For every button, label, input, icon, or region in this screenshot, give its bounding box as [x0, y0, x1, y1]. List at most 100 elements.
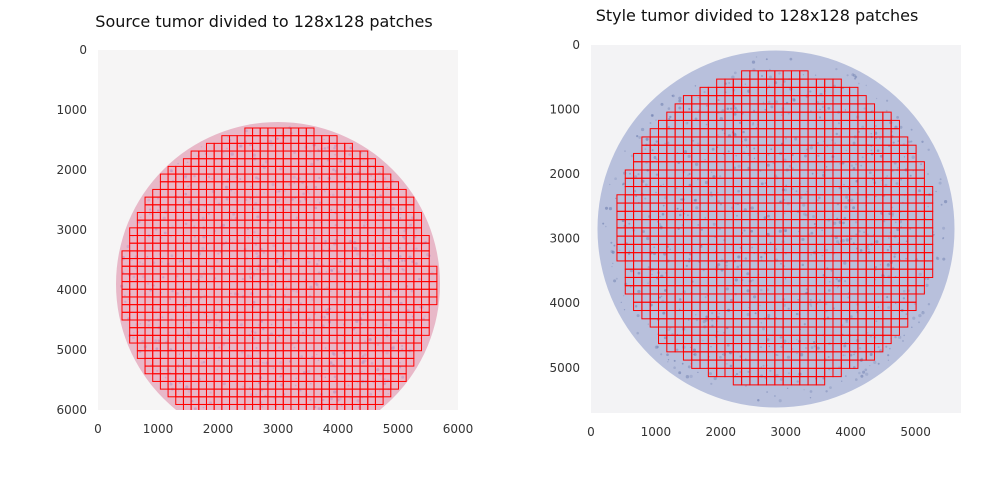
tissue-speckle [384, 228, 387, 231]
tissue-speckle [191, 400, 194, 403]
tissue-speckle [294, 322, 297, 325]
tissue-speckle [315, 283, 319, 287]
tissue-speckle [746, 312, 750, 317]
tissue-speckle [629, 268, 634, 273]
tissue-speckle [258, 352, 261, 354]
tissue-speckle [339, 260, 342, 263]
tissue-speckle [813, 345, 816, 348]
tissue-speckle [662, 311, 666, 315]
tissue-speckle [666, 353, 669, 357]
tissue-speckle [667, 359, 670, 361]
tissue-speckle [252, 153, 256, 157]
tissue-speckle [393, 329, 397, 333]
tissue-speckle [887, 359, 890, 361]
tissue-speckle [322, 398, 325, 402]
tissue-speckle [932, 233, 935, 236]
tissue-speckle [905, 240, 908, 243]
tissue-speckle [863, 107, 866, 110]
tissue-speckle [385, 351, 389, 355]
tissue-speckle [376, 368, 380, 372]
tissue-speckle [767, 153, 770, 156]
tissue-speckle [257, 177, 260, 180]
tissue-speckle [354, 199, 357, 202]
tissue-speckle [704, 296, 707, 299]
tissue-speckle [899, 125, 903, 129]
tissue-speckle [762, 101, 765, 104]
tissue-speckle [315, 431, 317, 433]
tissue-speckle [248, 419, 251, 422]
tissue-speckle [239, 432, 241, 434]
tissue-speckle [810, 110, 812, 112]
tissue-speckle [943, 199, 948, 204]
tissue-speckle [894, 335, 897, 339]
tissue-speckle [935, 256, 939, 259]
tissue-speckle [882, 220, 886, 223]
tissue-speckle [302, 192, 305, 196]
tissue-speckle [726, 363, 728, 365]
tissue-speckle [169, 381, 171, 384]
tissue-speckle [380, 201, 383, 203]
tissue-speckle [774, 100, 779, 104]
tissue-speckle [308, 228, 311, 230]
tissue-speckle [341, 221, 344, 223]
tissue-speckle [203, 205, 206, 207]
tissue-speckle [685, 375, 690, 379]
tissue-speckle [295, 377, 297, 379]
tissue-speckle [258, 361, 260, 363]
tissue-speckle [411, 216, 414, 219]
tissue-speckle [867, 332, 869, 334]
tissue-speckle [781, 84, 783, 86]
tissue-speckle [211, 189, 216, 194]
tissue-speckle [410, 289, 414, 293]
tissue-speckle [323, 147, 327, 150]
tissue-speckle [371, 197, 374, 200]
tissue-speckle [279, 167, 283, 171]
tissue-speckle [717, 200, 720, 203]
tissue-speckle [903, 334, 905, 337]
tissue-speckle [221, 223, 226, 227]
tissue-speckle [293, 346, 296, 349]
tissue-speckle [142, 275, 146, 279]
tissue-speckle [232, 271, 234, 274]
tissue-speckle [401, 259, 404, 262]
tissue-speckle [844, 280, 847, 283]
tissue-speckle [780, 143, 784, 146]
tissue-speckle [225, 241, 227, 243]
tissue-speckle [729, 107, 733, 110]
patch-rect [199, 412, 207, 420]
tissue-speckle [613, 279, 617, 283]
tissue-speckle [255, 176, 258, 180]
tissue-speckle [775, 316, 777, 319]
tissue-speckle [817, 154, 820, 157]
tissue-speckle [246, 419, 249, 422]
tissue-speckle [809, 397, 812, 399]
tissue-speckle [866, 244, 870, 248]
tissue-speckle [330, 268, 333, 272]
tissue-speckle [746, 289, 750, 293]
tissue-speckle [802, 203, 806, 207]
tissue-speckle [194, 355, 197, 357]
tissue-speckle [302, 371, 306, 374]
tissue-speckle [361, 371, 363, 373]
tissue-speckle [689, 346, 692, 349]
tissue-speckle [822, 101, 824, 103]
tissue-speckle [140, 216, 142, 218]
tissue-speckle [870, 149, 873, 152]
tissue-speckle [764, 108, 767, 111]
y-tick-label: 2000 [549, 167, 580, 181]
tissue-speckle [137, 220, 141, 224]
tissue-speckle [215, 324, 218, 327]
tissue-speckle [154, 227, 158, 231]
tissue-speckle [362, 224, 366, 228]
tissue-speckle [196, 309, 199, 313]
tissue-speckle [176, 275, 179, 278]
tissue-speckle [664, 142, 666, 145]
tissue-speckle [413, 235, 417, 239]
tissue-speckle [881, 179, 883, 181]
tissue-speckle [414, 336, 417, 338]
tissue-speckle [888, 212, 892, 216]
tissue-speckle [810, 346, 814, 349]
tissue-speckle [324, 309, 327, 312]
tissue-speckle [687, 154, 691, 159]
tissue-speckle [809, 146, 814, 150]
